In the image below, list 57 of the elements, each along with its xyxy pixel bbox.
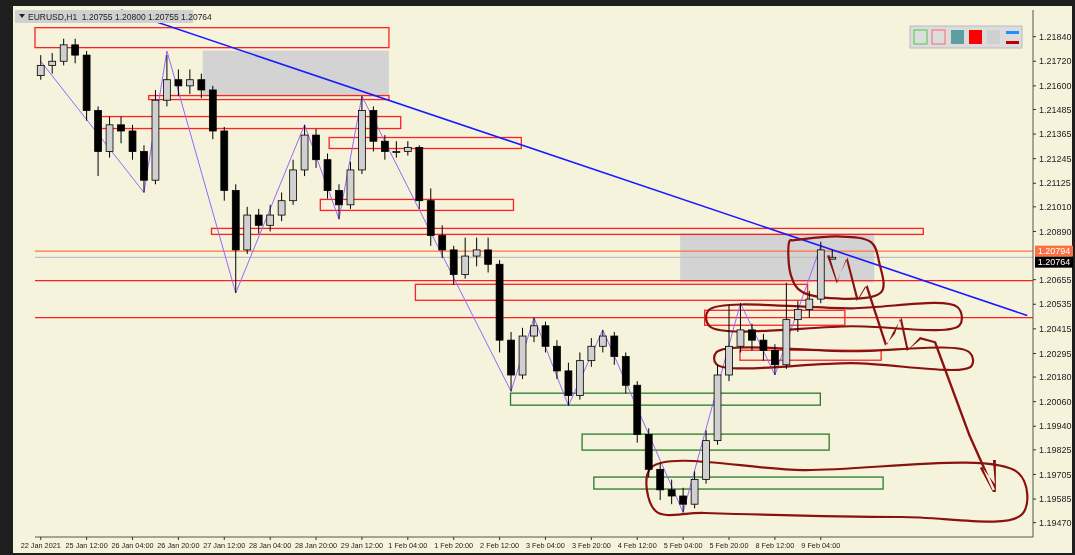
candlestick (771, 343, 779, 376)
y-tick-label: 1.20180 (1039, 372, 1072, 383)
y-tick-label: 1.20890 (1039, 226, 1072, 237)
candlestick (71, 38, 79, 64)
candlestick (472, 237, 481, 267)
y-tick-label: 1.20535 (1039, 299, 1072, 310)
candlestick (484, 237, 492, 273)
y-tick-label: 1.21840 (1039, 31, 1072, 42)
candlestick (461, 237, 470, 280)
y-tick-label: 1.19585 (1039, 494, 1072, 505)
candlestick (541, 321, 550, 353)
y-tick-label: 1.21245 (1039, 153, 1072, 164)
candlestick (794, 300, 802, 333)
candlestick (163, 54, 171, 107)
candlestick (679, 487, 687, 513)
candlestick (266, 204, 274, 232)
y-tick-label: 1.20415 (1039, 324, 1072, 335)
ref-line-label: 1.20764 (1037, 257, 1071, 268)
y-tick-label: 1.19470 (1039, 517, 1072, 528)
y-tick-label: 1.19940 (1039, 421, 1072, 432)
candlestick (598, 329, 607, 353)
candlestick (587, 337, 596, 368)
candlestick (759, 333, 768, 362)
candlestick (736, 302, 745, 353)
candlestick (335, 183, 343, 220)
y-tick-label: 1.19825 (1039, 445, 1072, 455)
candlestick (197, 73, 206, 99)
candlestick (656, 462, 665, 501)
y-tick-label: 1.20655 (1039, 274, 1072, 285)
candlestick (186, 68, 194, 95)
chart-title: EURUSD,H1 1.20755 1.20800 1.20755 1.20764 (28, 12, 213, 22)
candlestick (174, 68, 183, 97)
candlestick (530, 317, 538, 343)
y-tick-label: 1.21485 (1039, 104, 1072, 115)
candlestick (277, 192, 286, 222)
candlestick (667, 479, 676, 505)
y-tick-label: 1.21365 (1039, 129, 1072, 140)
y-tick-label: 1.21720 (1039, 56, 1072, 67)
candlestick (128, 124, 137, 161)
candlestick (392, 140, 401, 159)
candlestick (36, 54, 45, 81)
ref-line-label: 1.20794 (1037, 246, 1071, 257)
candlestick (381, 134, 389, 161)
candlestick (59, 38, 68, 66)
candlestick (254, 208, 263, 235)
y-tick-label: 1.21010 (1039, 202, 1072, 213)
y-tick-label: 1.21600 (1039, 81, 1072, 92)
y-tick-label: 1.19705 (1039, 469, 1072, 480)
candlestick (438, 224, 447, 259)
candlestick (805, 290, 814, 319)
candlestick (748, 323, 756, 351)
y-tick-label: 1.20060 (1039, 396, 1072, 407)
y-tick-label: 1.20295 (1039, 348, 1072, 359)
candlestick (610, 331, 619, 366)
candlestick (48, 52, 57, 75)
candlestick (117, 116, 125, 144)
y-tick-label: 1.21125 (1039, 178, 1071, 189)
